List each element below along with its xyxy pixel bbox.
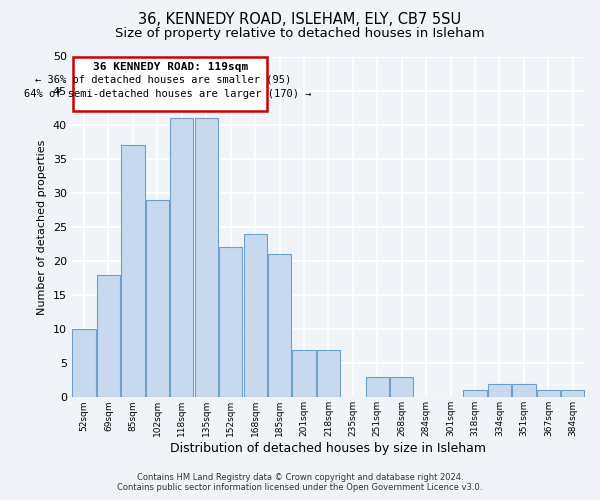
Bar [292, 350, 316, 398]
Bar [512, 384, 536, 398]
Text: Contains HM Land Registry data © Crown copyright and database right 2024.
Contai: Contains HM Land Registry data © Crown c… [118, 473, 482, 492]
FancyBboxPatch shape [73, 56, 268, 111]
Bar [268, 254, 291, 398]
Bar [73, 329, 95, 398]
Bar [219, 248, 242, 398]
Bar [170, 118, 193, 398]
Bar [97, 274, 120, 398]
Bar [561, 390, 584, 398]
Bar [365, 377, 389, 398]
Bar [194, 118, 218, 398]
Text: ← 36% of detached houses are smaller (95): ← 36% of detached houses are smaller (95… [35, 75, 291, 85]
Text: 36, KENNEDY ROAD, ISLEHAM, ELY, CB7 5SU: 36, KENNEDY ROAD, ISLEHAM, ELY, CB7 5SU [139, 12, 461, 28]
Bar [390, 377, 413, 398]
Text: 64% of semi-detached houses are larger (170) →: 64% of semi-detached houses are larger (… [24, 89, 311, 99]
Bar [121, 145, 145, 398]
Bar [146, 200, 169, 398]
X-axis label: Distribution of detached houses by size in Isleham: Distribution of detached houses by size … [170, 442, 487, 455]
Text: Size of property relative to detached houses in Isleham: Size of property relative to detached ho… [115, 28, 485, 40]
Bar [488, 384, 511, 398]
Bar [317, 350, 340, 398]
Bar [244, 234, 267, 398]
Text: 36 KENNEDY ROAD: 119sqm: 36 KENNEDY ROAD: 119sqm [92, 62, 248, 72]
Bar [537, 390, 560, 398]
Y-axis label: Number of detached properties: Number of detached properties [37, 139, 47, 314]
Bar [463, 390, 487, 398]
